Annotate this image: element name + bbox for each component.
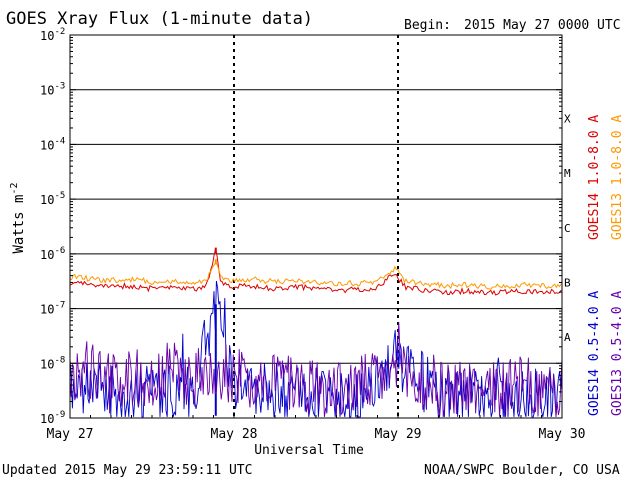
y-tick-base: 10 [40, 412, 54, 426]
flare-class-label: B [564, 276, 571, 289]
y-tick-exponent: -7 [54, 301, 65, 311]
y-tick-base: 10 [40, 138, 54, 152]
legend-goes14-long: GOES14 1.0-8.0 A [587, 115, 602, 240]
y-tick-label: 10-4 [40, 136, 65, 152]
flare-class-label: A [564, 331, 571, 344]
y-tick-label: 10-3 [40, 82, 65, 98]
y-tick-exponent: -6 [54, 246, 65, 256]
flare-class-label: X [564, 112, 571, 125]
y-tick-exponent: -8 [54, 355, 65, 365]
legend-goes14-short: GOES14 0.5-4.0 A [587, 291, 602, 416]
y-tick-exponent: -2 [54, 27, 65, 37]
begin-value: 2015 May 27 0000 UTC [464, 18, 621, 33]
series-line-1 [69, 261, 562, 290]
y-tick-exponent: -5 [54, 191, 65, 201]
begin-label: Begin: [404, 18, 451, 33]
y-axis-label: Watts m-2 [9, 182, 27, 253]
plot-area [70, 35, 562, 418]
y-tick-label: 10-8 [40, 355, 65, 371]
y-tick-label: 10-2 [40, 27, 65, 43]
x-tick-label: May 28 [211, 427, 258, 442]
footer-updated: Updated 2015 May 29 23:59:11 UTC [2, 463, 252, 478]
y-axis-label-base: Watts m [11, 195, 27, 254]
y-tick-base: 10 [40, 357, 54, 371]
x-tick-label: May 27 [47, 427, 94, 442]
series-line-0 [69, 248, 562, 296]
y-axis-label-exponent: -2 [9, 182, 20, 194]
legend-goes13-short: GOES13 0.5-4.0 A [610, 291, 625, 416]
y-tick-base: 10 [40, 193, 54, 207]
x-axis-label: Universal Time [254, 443, 364, 458]
y-tick-exponent: -9 [54, 410, 65, 420]
y-tick-exponent: -4 [54, 136, 65, 146]
y-tick-label: 10-6 [40, 246, 65, 262]
flare-class-label: C [564, 222, 571, 235]
y-tick-label: 10-5 [40, 191, 65, 207]
legend-goes13-long: GOES13 1.0-8.0 A [610, 115, 625, 240]
y-tick-base: 10 [40, 84, 54, 98]
y-tick-base: 10 [40, 248, 54, 262]
y-tick-label: 10-9 [40, 410, 65, 426]
flare-class-label: M [564, 167, 571, 180]
x-tick-label: May 30 [539, 427, 586, 442]
y-tick-label: 10-7 [40, 301, 65, 317]
series-line-3 [69, 322, 563, 417]
y-tick-exponent: -3 [54, 82, 65, 92]
y-tick-base: 10 [40, 29, 54, 43]
y-tick-base: 10 [40, 303, 54, 317]
chart-title: GOES Xray Flux (1-minute data) [6, 9, 313, 29]
footer-credit: NOAA/SWPC Boulder, CO USA [424, 463, 620, 478]
x-tick-label: May 29 [375, 427, 422, 442]
